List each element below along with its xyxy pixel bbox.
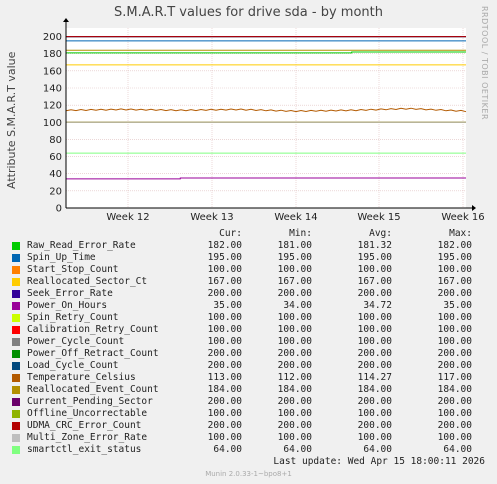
y-tick-label: 180 — [43, 49, 62, 60]
munin-version: Munin 2.0.33-1~bpo8+1 — [205, 470, 292, 478]
series-line-raw-read-error-rate — [66, 51, 466, 54]
series-line-temperature-celsius — [65, 107, 467, 113]
y-tick-label: 20 — [49, 186, 62, 197]
y-tick-label: 120 — [43, 101, 62, 112]
chart-title: S.M.A.R.T values for drive sda - by mont… — [114, 5, 383, 20]
plot-area — [66, 28, 466, 208]
x-tick-label: Week 15 — [357, 212, 400, 223]
last-update: Last update: Wed Apr 15 18:00:11 2026 — [273, 456, 485, 467]
y-tick-label: 80 — [49, 135, 62, 146]
x-tick-label: Week 14 — [274, 212, 317, 223]
y-tick-label: 200 — [43, 32, 62, 43]
y-tick-label: 60 — [49, 152, 62, 163]
x-tick-label: Week 16 — [441, 212, 484, 223]
y-tick-label: 140 — [43, 84, 62, 95]
x-axis-arrow — [472, 205, 476, 211]
y-tick-label: 100 — [43, 118, 62, 129]
y-tick-label: 40 — [49, 169, 62, 180]
y-tick-label: 0 — [56, 204, 62, 215]
y-axis-arrow — [63, 18, 69, 22]
series-line-power-on-hours — [66, 177, 466, 180]
x-tick-label: Week 13 — [190, 212, 233, 223]
y-tick-label: 160 — [43, 66, 62, 77]
x-tick-label: Week 12 — [106, 212, 149, 223]
